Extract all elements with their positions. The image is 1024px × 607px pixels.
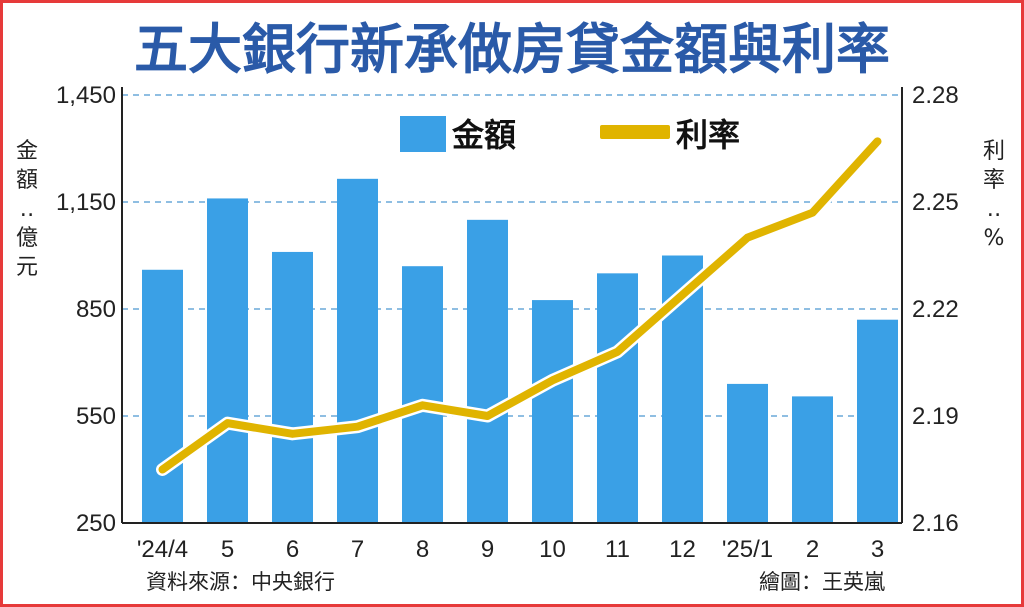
category-labels: '24/4 5 6 7 8 9 10 11 12 '25/1 2 3 <box>137 536 884 563</box>
bar <box>727 383 768 523</box>
bar <box>142 269 183 523</box>
source-note: 資料來源：中央銀行 <box>146 570 335 594</box>
legend-swatch-rate <box>600 125 670 139</box>
right-tick-label: 2.28 <box>912 82 959 109</box>
category-label: 11 <box>605 536 630 563</box>
left-tick-label: 550 <box>76 403 116 430</box>
left-tick-label: 250 <box>76 510 116 537</box>
rate-line <box>158 137 882 474</box>
bar <box>792 396 833 523</box>
bar <box>207 198 248 523</box>
legend-label-amount: 金額 <box>451 116 516 154</box>
category-label: '24/4 <box>137 536 188 563</box>
grid-lines <box>122 94 902 417</box>
category-label: 9 <box>481 536 494 563</box>
line-outline <box>156 134 884 476</box>
credit-note: 繪圖：王英嵐 <box>759 570 885 594</box>
left-tick-label: 1,450 <box>56 82 116 109</box>
bar <box>597 273 638 523</box>
bar <box>402 266 443 523</box>
right-axis-ticks: 2.16 2.19 2.22 2.25 2.28 <box>912 82 959 537</box>
right-tick-label: 2.22 <box>912 296 959 323</box>
left-axis-label: 金額‥億元 <box>16 139 38 280</box>
bar <box>467 219 508 524</box>
category-label: 3 <box>871 536 884 563</box>
category-label: 6 <box>286 536 299 563</box>
axes <box>121 87 903 524</box>
legend: 金額 利率 <box>400 116 740 154</box>
left-axis-ticks: 250 550 850 1,150 1,450 <box>56 82 116 537</box>
left-tick-label: 850 <box>76 296 116 323</box>
category-label: '25/1 <box>722 536 773 563</box>
bar <box>272 251 313 523</box>
right-axis-label: 利率‥% <box>983 139 1005 251</box>
category-label: 8 <box>416 536 429 563</box>
right-tick-label: 2.25 <box>912 189 959 216</box>
category-label: 2 <box>806 536 819 563</box>
category-label: 12 <box>669 536 696 563</box>
category-label: 5 <box>221 536 234 563</box>
right-tick-label: 2.19 <box>912 403 959 430</box>
bar <box>532 300 573 523</box>
right-tick-label: 2.16 <box>912 510 959 537</box>
legend-swatch-amount <box>400 116 446 152</box>
category-label: 7 <box>351 536 364 563</box>
line-series <box>156 134 884 476</box>
left-tick-label: 1,150 <box>56 189 116 216</box>
bar-series <box>142 178 898 524</box>
category-label: 10 <box>539 536 566 563</box>
bar <box>857 319 898 523</box>
bar <box>337 178 378 524</box>
legend-label-rate: 利率 <box>676 116 740 154</box>
chart-title: 五大銀行新承做房貸金額與利率 <box>134 18 890 81</box>
